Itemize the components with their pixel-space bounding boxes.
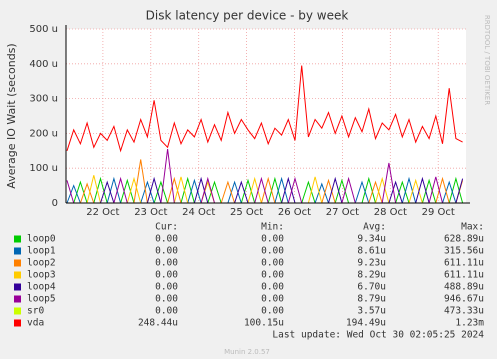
chart-title: Disk latency per device - by week bbox=[146, 9, 349, 23]
stats-value: 611.11u bbox=[444, 258, 484, 269]
x-tick-label: 25 Oct bbox=[230, 207, 263, 218]
stats-value: 0.00 bbox=[155, 234, 178, 245]
y-tick-label: 200 u bbox=[29, 128, 58, 139]
legend-swatch bbox=[14, 283, 21, 291]
stats-value: 0.00 bbox=[261, 294, 284, 305]
stats-header: Min: bbox=[261, 222, 284, 233]
legend-swatch bbox=[14, 271, 21, 279]
stats-value: 0.00 bbox=[155, 282, 178, 293]
plot-area bbox=[66, 29, 466, 203]
stats-value: 0.00 bbox=[261, 246, 284, 257]
legend-swatch bbox=[14, 307, 21, 315]
stats-value: 488.89u bbox=[444, 282, 484, 293]
x-tick-label: 26 Oct bbox=[278, 207, 311, 218]
stats-value: 0.00 bbox=[155, 306, 178, 317]
stats-value: 0.00 bbox=[261, 258, 284, 269]
stats-value: 315.56u bbox=[444, 246, 484, 257]
y-tick-label: 100 u bbox=[29, 163, 58, 174]
legend-swatch bbox=[14, 259, 21, 267]
side-note: RRDTOOL / TOBI OETIKER bbox=[483, 15, 491, 105]
stats-value: 0.00 bbox=[155, 294, 178, 305]
stats-value: 248.44u bbox=[138, 318, 178, 329]
legend-swatch bbox=[14, 319, 21, 327]
x-tick-label: 24 Oct bbox=[182, 207, 215, 218]
legend-label: loop1 bbox=[27, 246, 56, 257]
stats-value: 8.79u bbox=[357, 294, 386, 305]
series-line bbox=[66, 65, 463, 153]
x-tick-label: 28 Oct bbox=[374, 207, 407, 218]
stats-value: 3.57u bbox=[357, 306, 386, 317]
legend-swatch bbox=[14, 235, 21, 243]
x-tick-label: 23 Oct bbox=[134, 207, 167, 218]
legend-label: loop3 bbox=[27, 270, 56, 281]
legend-label: vda bbox=[27, 318, 44, 329]
stats-value: 9.34u bbox=[357, 234, 386, 245]
stats-value: 0.00 bbox=[261, 234, 284, 245]
legend-swatch bbox=[14, 247, 21, 255]
legend-label: loop2 bbox=[27, 258, 56, 269]
stats-value: 194.49u bbox=[346, 318, 386, 329]
stats-header: Avg: bbox=[363, 222, 386, 233]
y-tick-label: 300 u bbox=[29, 94, 58, 105]
x-tick-label: 27 Oct bbox=[326, 207, 359, 218]
stats-value: 6.70u bbox=[357, 282, 386, 293]
stats-value: 0.00 bbox=[155, 258, 178, 269]
stats-value: 0.00 bbox=[261, 270, 284, 281]
stats-value: 0.00 bbox=[261, 306, 284, 317]
legend-label: loop0 bbox=[27, 234, 56, 245]
stats-value: 8.29u bbox=[357, 270, 386, 281]
stats-value: 0.00 bbox=[155, 246, 178, 257]
stats-value: 0.00 bbox=[155, 270, 178, 281]
stats-value: 628.89u bbox=[444, 234, 484, 245]
legend-label: loop5 bbox=[27, 294, 56, 305]
y-axis-label: Average IO Wait (seconds) bbox=[5, 43, 18, 188]
stats-value: 0.00 bbox=[261, 282, 284, 293]
stats-header: Cur: bbox=[155, 222, 178, 233]
stats-value: 1.23m bbox=[455, 318, 484, 329]
last-update: Last update: Wed Oct 30 02:05:25 2024 bbox=[272, 330, 484, 341]
stats-value: 8.61u bbox=[357, 246, 386, 257]
y-tick-label: 400 u bbox=[29, 59, 58, 70]
x-tick-label: 29 Oct bbox=[422, 207, 455, 218]
stats-header: Max: bbox=[461, 222, 484, 233]
stats-value: 9.23u bbox=[357, 258, 386, 269]
y-tick-label: 0 bbox=[52, 198, 58, 209]
stats-value: 100.15u bbox=[244, 318, 284, 329]
legend-label: sr0 bbox=[27, 306, 44, 317]
x-tick-label: 22 Oct bbox=[86, 207, 119, 218]
footer: Munin 2.0.57 bbox=[224, 348, 270, 356]
legend-swatch bbox=[14, 295, 21, 303]
stats-value: 611.11u bbox=[444, 270, 484, 281]
legend-label: loop4 bbox=[27, 282, 56, 293]
y-tick-label: 500 u bbox=[29, 24, 58, 35]
stats-value: 946.67u bbox=[444, 294, 484, 305]
stats-value: 473.33u bbox=[444, 306, 484, 317]
